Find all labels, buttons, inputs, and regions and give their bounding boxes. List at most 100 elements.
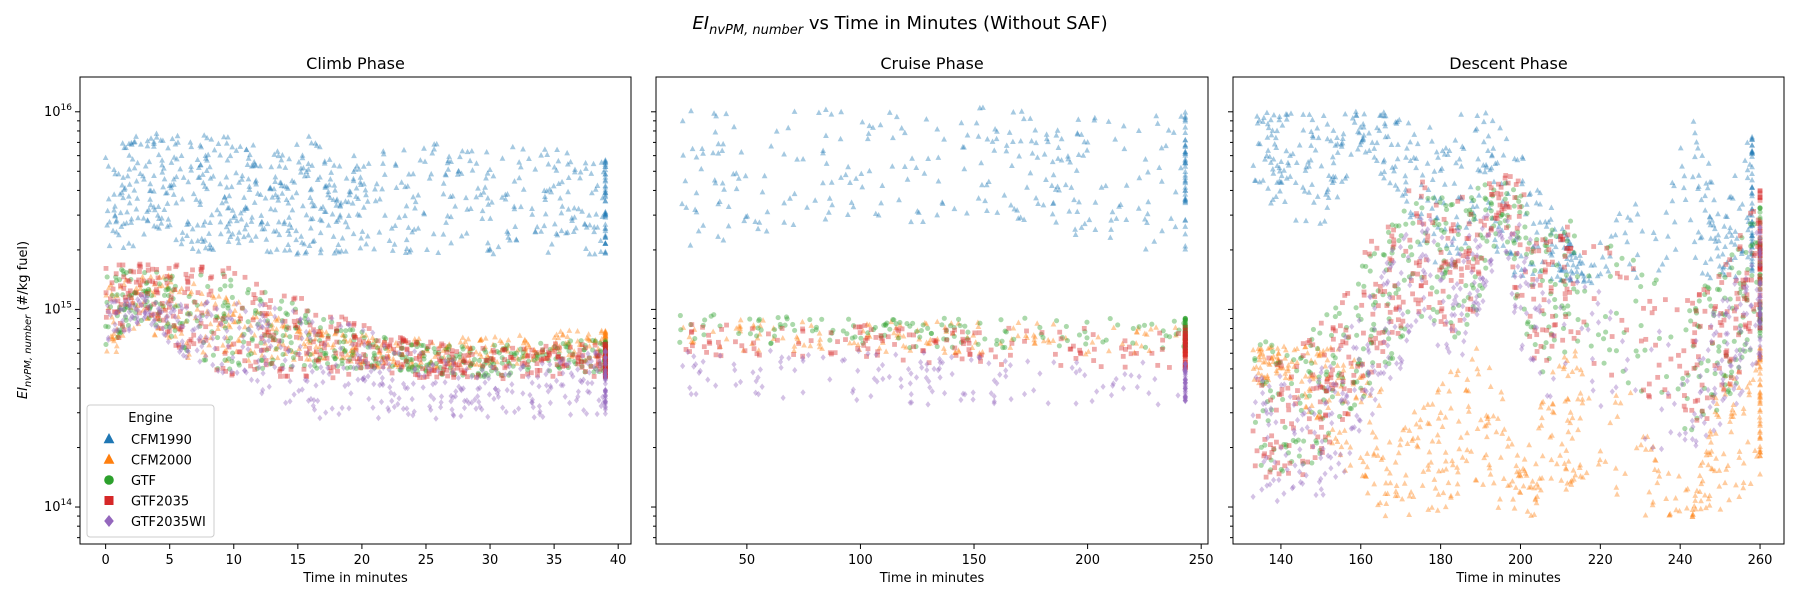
data-point [114, 308, 120, 316]
data-point [461, 359, 467, 365]
data-point [602, 342, 609, 349]
data-point [232, 271, 238, 276]
data-point [1270, 196, 1276, 202]
data-point [149, 293, 155, 299]
data-point [1441, 151, 1448, 157]
data-point [323, 409, 329, 416]
data-point [397, 351, 403, 357]
data-point [565, 188, 571, 195]
data-point [381, 342, 387, 348]
data-point [764, 208, 771, 215]
data-point [595, 353, 602, 359]
data-point [246, 352, 252, 358]
data-point [1077, 366, 1083, 374]
data-point [303, 211, 310, 218]
data-point [1663, 254, 1670, 260]
data-point [534, 351, 540, 357]
data-point [259, 357, 265, 364]
data-point [1182, 317, 1188, 323]
data-point [289, 177, 295, 184]
data-point [993, 135, 1000, 142]
data-point [1757, 435, 1763, 442]
data-point [414, 340, 421, 346]
data-point [1024, 334, 1030, 341]
data-point [975, 195, 982, 201]
data-point [737, 378, 744, 386]
data-point [551, 220, 558, 227]
data-point [1182, 346, 1188, 352]
data-point [1563, 232, 1570, 238]
data-point [475, 370, 481, 376]
data-point [105, 334, 111, 342]
data-point [955, 347, 962, 353]
data-point [1303, 217, 1309, 224]
data-point [602, 358, 608, 364]
data-point [1142, 344, 1149, 350]
data-point [151, 316, 158, 324]
data-point [382, 212, 388, 218]
data-point [1570, 249, 1577, 256]
data-point [479, 367, 485, 374]
data-point [443, 346, 450, 352]
data-point [1083, 341, 1089, 347]
data-point [133, 309, 139, 315]
data-point [212, 305, 218, 311]
data-point [329, 211, 336, 217]
data-point [602, 392, 608, 400]
data-point [191, 332, 197, 338]
data-point [217, 180, 224, 187]
data-point [262, 195, 269, 201]
data-point [553, 230, 560, 236]
data-point [411, 408, 417, 415]
data-point [195, 174, 202, 180]
data-point [1182, 322, 1188, 328]
data-point [404, 183, 411, 189]
data-point [365, 337, 372, 344]
data-point [1495, 223, 1502, 229]
data-point [602, 355, 608, 361]
data-point [1251, 376, 1258, 382]
data-point [417, 353, 422, 359]
data-point [115, 332, 122, 338]
data-point [303, 168, 310, 174]
data-point [419, 349, 426, 356]
data-point [120, 306, 126, 313]
data-point [1571, 249, 1577, 255]
data-point [520, 362, 526, 369]
data-point [117, 191, 123, 197]
data-point [1037, 324, 1043, 331]
data-point [391, 350, 397, 356]
data-point [1705, 160, 1712, 166]
data-point [207, 219, 213, 226]
data-point [923, 116, 930, 122]
data-point [532, 228, 539, 234]
data-point [1749, 135, 1755, 141]
data-point [712, 129, 719, 135]
data-point [1383, 465, 1390, 472]
data-point [923, 374, 929, 382]
data-point [1689, 506, 1696, 513]
data-point [440, 371, 445, 376]
data-point [1693, 139, 1700, 145]
data-point [1749, 205, 1755, 212]
data-point [255, 357, 261, 365]
data-point [402, 183, 408, 190]
data-point [502, 196, 509, 202]
data-point [114, 313, 120, 319]
data-point [1017, 214, 1024, 220]
scatter-markers [677, 104, 1189, 408]
data-point [943, 327, 950, 334]
data-point [259, 389, 265, 397]
data-point [1456, 156, 1463, 162]
data-point [134, 320, 140, 327]
data-point [570, 351, 576, 357]
data-point [410, 170, 417, 177]
data-point [1702, 207, 1709, 213]
data-point [701, 344, 707, 350]
data-point [227, 366, 233, 372]
data-point [800, 357, 806, 365]
data-point [1747, 480, 1754, 486]
data-point [1597, 239, 1604, 245]
data-point [1698, 233, 1705, 240]
data-point [1182, 383, 1188, 390]
